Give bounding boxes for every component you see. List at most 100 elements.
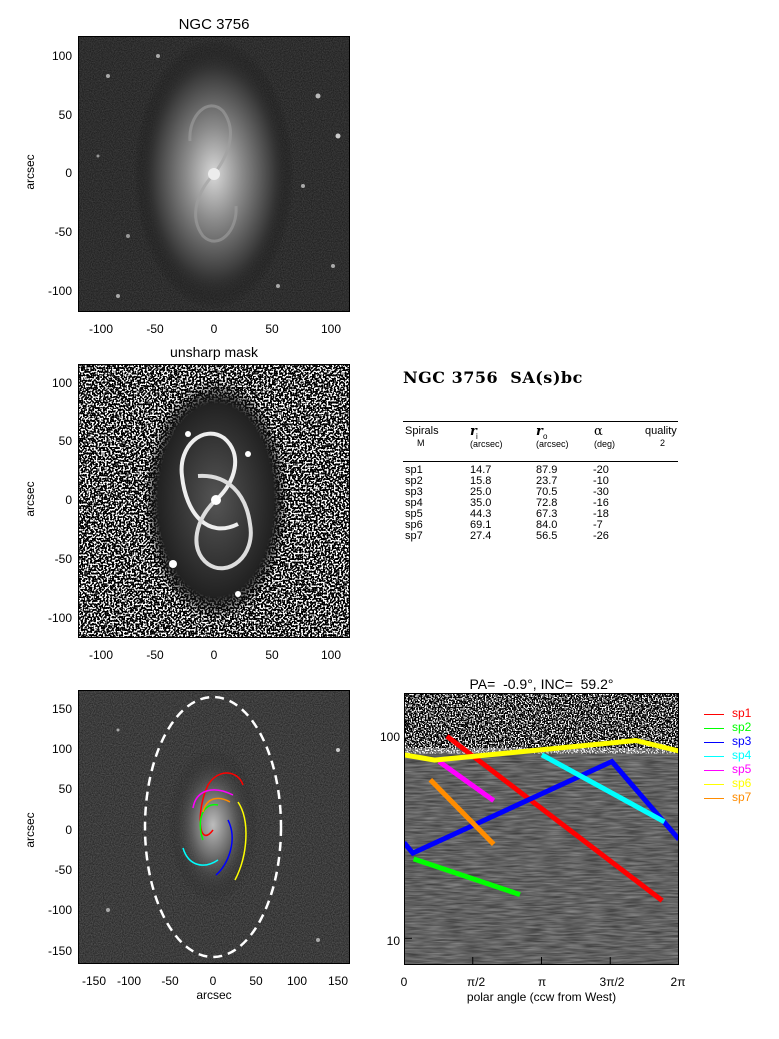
panel2-ytick: -50 xyxy=(54,552,72,566)
panel2-xtick: -50 xyxy=(146,648,164,662)
panel3-xtick: -150 xyxy=(81,974,107,988)
panel1-ytick: 50 xyxy=(58,108,72,122)
panel2-xtick: -100 xyxy=(88,648,114,662)
chart-xtick: 0 xyxy=(400,975,408,989)
spirals-table: sp1 14.7 87.9 -20 sp2 15.8 23.7 -10 sp3 25.0 70.… xyxy=(405,465,609,542)
panel1-ytick: 0 xyxy=(65,166,72,180)
legend-swatch xyxy=(704,714,724,715)
galaxy-image xyxy=(78,36,350,312)
table-row: sp6 69.1 84.0 -7 xyxy=(405,519,603,531)
galaxy-heading: NGC 3756 SA(s)bc xyxy=(403,368,583,387)
panel2-ytick: 50 xyxy=(58,434,72,448)
polar-chart-svg xyxy=(404,693,679,965)
legend-swatch xyxy=(704,756,724,757)
table-row: sp1 14.7 87.9 -20 xyxy=(405,464,609,476)
series-line-sp4 xyxy=(540,752,666,824)
chart-xtick: π xyxy=(537,975,547,989)
panel3-xtick: 0 xyxy=(209,974,217,988)
table-top-rule xyxy=(403,421,678,422)
panel3-ylabel: arcsec xyxy=(23,812,37,848)
legend-label: sp2 xyxy=(732,720,752,734)
series-line-sp3 xyxy=(404,758,679,857)
panel2-xtick: 50 xyxy=(265,648,279,662)
spirals-table-header: Spirals M r i (arcsec) r o (arcsec) α (d… xyxy=(405,424,678,457)
panel2-ylabel: arcsec xyxy=(23,481,37,517)
legend-label: sp5 xyxy=(732,762,752,776)
legend-swatch xyxy=(704,728,724,729)
header-spirals: Spirals xyxy=(405,425,439,437)
panel1-ytick: -100 xyxy=(47,284,72,298)
panel3-ytick: 50 xyxy=(58,782,72,796)
legend-label: sp3 xyxy=(732,734,752,748)
table-mid-rule xyxy=(403,461,678,462)
chart-title: PA= -0.9°, INC= 59.2° xyxy=(469,676,614,692)
legend-label: sp4 xyxy=(732,748,752,762)
header-ri-unit: (arcsec) xyxy=(470,439,503,449)
series-line-sp5 xyxy=(437,759,496,803)
header-alpha: α xyxy=(594,424,603,439)
header-ro-unit: (arcsec) xyxy=(536,439,569,449)
header-quality-value: 2 xyxy=(660,438,666,448)
panel1-xtick: 100 xyxy=(320,322,342,336)
panel2-ytick: -100 xyxy=(47,611,72,625)
panel3-xtick: 100 xyxy=(286,974,308,988)
panel2-ytick: 100 xyxy=(51,376,72,390)
legend-label: sp7 xyxy=(732,790,752,804)
panel3-xtick: -100 xyxy=(116,974,142,988)
panel2-xtick: 0 xyxy=(210,648,218,662)
header-m: M xyxy=(417,438,425,448)
panel3-ytick: -50 xyxy=(54,863,72,877)
panel3-ytick: -150 xyxy=(47,944,72,958)
panel2-xtick: 100 xyxy=(320,648,342,662)
series-line-sp7 xyxy=(428,778,496,846)
panel3-xtick: 50 xyxy=(249,974,263,988)
panel1-xtick: 50 xyxy=(265,322,279,336)
chart-xtick: 2π xyxy=(670,975,686,989)
legend-label: sp1 xyxy=(732,706,752,720)
chart-xtick: π/2 xyxy=(466,975,486,989)
panel1-ytick: -50 xyxy=(54,225,72,239)
panel1-ytick: 100 xyxy=(51,49,72,63)
chart-ytick: 100 xyxy=(379,730,400,744)
panel1-title: NGC 3756 xyxy=(178,16,250,33)
panel1-ylabel: arcsec xyxy=(23,154,37,190)
table-row: sp7 27.4 56.5 -26 xyxy=(405,530,609,542)
header-ro: r xyxy=(536,424,543,439)
legend-swatch xyxy=(704,742,724,743)
panel3-ytick: -100 xyxy=(47,903,72,917)
header-ri-sub: i xyxy=(476,432,478,441)
series-line-sp2 xyxy=(412,856,521,897)
panel1-xtick: -100 xyxy=(88,322,114,336)
panel3-xlabel: arcsec xyxy=(196,988,232,1002)
panel3-xtick: -50 xyxy=(161,974,179,988)
panel3-ytick: 100 xyxy=(51,742,72,756)
header-ri: r xyxy=(470,424,477,439)
panel1-xtick: -50 xyxy=(146,322,164,336)
panel2-title: unsharp mask xyxy=(170,344,258,360)
table-row: sp4 35.0 72.8 -16 xyxy=(405,497,609,509)
panel3-xtick: 150 xyxy=(327,974,349,988)
panel2-ytick: 0 xyxy=(65,493,72,507)
header-alpha-unit: (deg) xyxy=(594,439,616,449)
panel1-xtick: 0 xyxy=(210,322,218,336)
header-quality: quality xyxy=(645,425,677,437)
overlay-image xyxy=(78,690,350,964)
chart-legend: sp1 sp2 sp3 sp4 sp5 sp6 sp7 xyxy=(704,706,774,806)
table-row: sp5 44.3 67.3 -18 xyxy=(405,508,609,520)
chart-xtick: 3π/2 xyxy=(599,975,625,989)
panel3-ytick: 150 xyxy=(51,702,72,716)
panel3-ytick: 0 xyxy=(65,823,72,837)
legend-swatch xyxy=(704,784,724,785)
legend-swatch xyxy=(704,770,724,771)
header-ro-sub: o xyxy=(543,432,548,441)
chart-xlabel: polar angle (ccw from West) xyxy=(466,990,617,1004)
table-row: sp2 15.8 23.7 -10 xyxy=(405,475,609,487)
legend-swatch xyxy=(704,798,724,799)
unsharp-mask-image xyxy=(78,364,350,638)
table-row: sp3 25.0 70.5 -30 xyxy=(405,486,609,498)
series-line-sp6 xyxy=(404,737,679,763)
polar-plot xyxy=(404,693,679,965)
chart-ytick: 10 xyxy=(386,934,400,948)
legend-label: sp6 xyxy=(732,776,752,790)
series-line-sp1 xyxy=(445,734,664,903)
